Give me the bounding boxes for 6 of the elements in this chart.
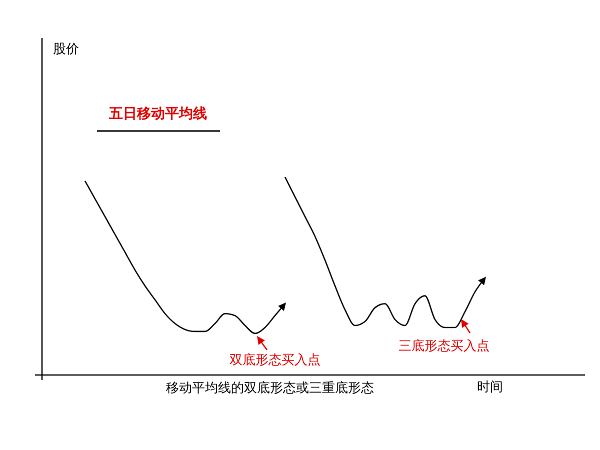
x-axis-title: 时间 xyxy=(477,380,503,395)
annotation: 双底形态买入点 xyxy=(230,353,320,368)
annotation: 三底形态买入点 xyxy=(398,339,490,354)
text: 股价 xyxy=(53,42,79,57)
text: 移动平均线的双底形态或三重底形态 xyxy=(166,381,374,396)
text: 五日移动平均线 xyxy=(108,106,207,122)
